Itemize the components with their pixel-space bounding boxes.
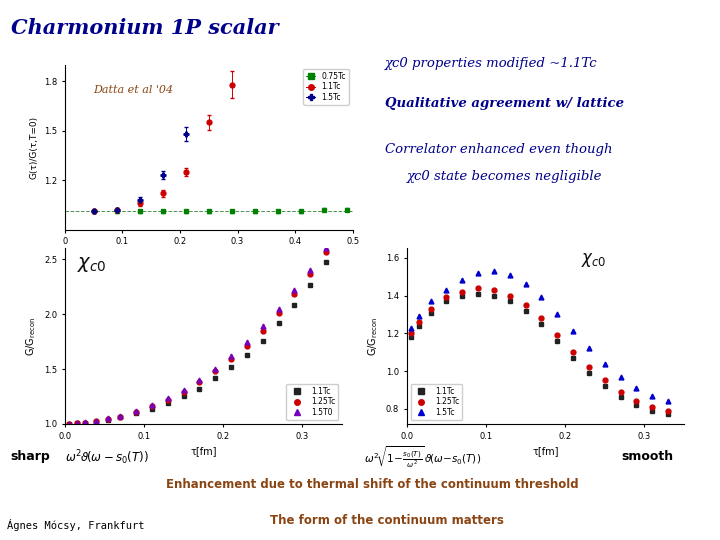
Text: Enhancement due to thermal shift of the continuum threshold: Enhancement due to thermal shift of the … xyxy=(166,478,579,491)
Text: $\omega^2\!\sqrt{1\!-\!\frac{s_0(T)}{\omega^2}}\,\vartheta\!\left(\omega\!-\!s_0: $\omega^2\!\sqrt{1\!-\!\frac{s_0(T)}{\om… xyxy=(364,444,481,470)
Text: χc0 properties modified ~1.1Tc: χc0 properties modified ~1.1Tc xyxy=(385,57,598,70)
Text: The form of the continuum matters: The form of the continuum matters xyxy=(270,514,504,527)
X-axis label: τ[fm]: τ[fm] xyxy=(190,446,217,456)
Y-axis label: G/G$_{\rm recon}$: G/G$_{\rm recon}$ xyxy=(24,316,38,356)
Text: $\chi_{c0}$: $\chi_{c0}$ xyxy=(581,252,607,269)
Text: Datta et al '04: Datta et al '04 xyxy=(94,85,174,95)
Y-axis label: G(τ)/G(τ,T=0): G(τ)/G(τ,T=0) xyxy=(30,116,38,179)
Y-axis label: G/G$_{\rm recon}$: G/G$_{\rm recon}$ xyxy=(366,316,380,356)
Text: $\chi_{c0}$: $\chi_{c0}$ xyxy=(76,255,107,274)
Legend: 1.1Tc, 1.25Tc, 1.5T0: 1.1Tc, 1.25Tc, 1.5T0 xyxy=(287,384,338,420)
Legend: 1.1Tc, 1.25Tc, 1.5Tc: 1.1Tc, 1.25Tc, 1.5Tc xyxy=(410,384,462,420)
X-axis label: τ[fm]: τ[fm] xyxy=(532,446,559,456)
Text: $\omega^2\vartheta\!\left(\omega - s_0(T)\right)$: $\omega^2\vartheta\!\left(\omega - s_0(T… xyxy=(65,448,148,467)
Text: χc0 state becomes negligible: χc0 state becomes negligible xyxy=(407,170,603,183)
Text: Qualitative agreement w/ lattice: Qualitative agreement w/ lattice xyxy=(385,97,624,110)
Text: smooth: smooth xyxy=(621,450,673,463)
X-axis label: τ[fm]: τ[fm] xyxy=(196,252,222,262)
Text: Ágnes Mócsy, Frankfurt: Ágnes Mócsy, Frankfurt xyxy=(7,519,145,531)
Text: Correlator enhanced even though: Correlator enhanced even though xyxy=(385,143,613,156)
Text: Charmonium 1P scalar: Charmonium 1P scalar xyxy=(12,18,279,38)
Text: sharp: sharp xyxy=(11,450,50,463)
Legend: 0.75Tc, 1.1Tc, 1.5Tc: 0.75Tc, 1.1Tc, 1.5Tc xyxy=(303,69,349,105)
